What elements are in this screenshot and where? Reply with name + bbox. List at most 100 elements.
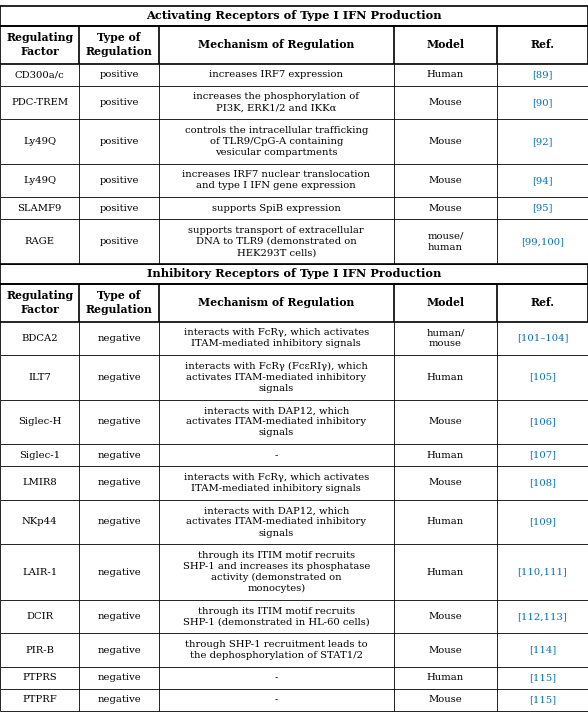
Bar [0, 264, 588, 284]
Text: [94]: [94] [532, 176, 553, 185]
Text: supports SpiB expression: supports SpiB expression [212, 204, 341, 213]
Text: Type of
Regulation: Type of Regulation [86, 32, 152, 57]
Bar [0, 284, 588, 321]
Bar [0, 600, 588, 633]
Bar [0, 355, 588, 399]
Text: negative: negative [97, 518, 141, 526]
Text: Ref.: Ref. [530, 39, 554, 50]
Text: [89]: [89] [532, 70, 553, 80]
Text: Human: Human [427, 518, 464, 526]
Bar [0, 163, 588, 197]
Text: Siglec-H: Siglec-H [18, 417, 61, 427]
Text: positive: positive [99, 137, 139, 146]
Text: [115]: [115] [529, 695, 556, 705]
Text: through its ITIM motif recruits
SHP-1 (demonstrated in HL-60 cells): through its ITIM motif recruits SHP-1 (d… [183, 607, 370, 627]
Text: [90]: [90] [532, 98, 553, 107]
Text: Mechanism of Regulation: Mechanism of Regulation [198, 39, 355, 50]
Bar [0, 444, 588, 466]
Text: [106]: [106] [529, 417, 556, 427]
Text: positive: positive [99, 70, 139, 80]
Bar [0, 466, 588, 500]
Bar [0, 689, 588, 711]
Text: Regulating
Factor: Regulating Factor [6, 290, 74, 315]
Text: negative: negative [97, 568, 141, 576]
Text: LAIR-1: LAIR-1 [22, 568, 57, 576]
Text: Mouse: Mouse [429, 204, 462, 213]
Bar [0, 6, 588, 26]
Text: negative: negative [97, 451, 141, 460]
Text: Ref.: Ref. [530, 297, 554, 308]
Bar [0, 197, 588, 219]
Text: positive: positive [99, 237, 139, 246]
Text: [107]: [107] [529, 451, 556, 460]
Text: mouse/
human: mouse/ human [427, 232, 463, 252]
Bar [0, 500, 588, 544]
Text: positive: positive [99, 204, 139, 213]
Text: Regulating
Factor: Regulating Factor [6, 32, 74, 57]
Text: Mouse: Mouse [429, 417, 462, 427]
Text: Model: Model [426, 297, 465, 308]
Text: Mouse: Mouse [429, 645, 462, 655]
Text: NKp44: NKp44 [22, 518, 58, 526]
Text: negative: negative [97, 478, 141, 488]
Bar [0, 633, 588, 667]
Text: [92]: [92] [532, 137, 553, 146]
Text: PIR-B: PIR-B [25, 645, 54, 655]
Text: -: - [275, 695, 278, 705]
Text: Human: Human [427, 568, 464, 576]
Text: increases IRF7 expression: increases IRF7 expression [209, 70, 343, 80]
Text: Activating Receptors of Type I IFN Production: Activating Receptors of Type I IFN Produ… [146, 11, 442, 22]
Text: PDC-TREM: PDC-TREM [11, 98, 68, 107]
Text: DCIR: DCIR [26, 612, 54, 622]
Text: Mouse: Mouse [429, 176, 462, 185]
Text: interacts with DAP12, which
activates ITAM-mediated inhibitory
signals: interacts with DAP12, which activates IT… [186, 407, 366, 437]
Text: increases IRF7 nuclear translocation
and type I IFN gene expression: increases IRF7 nuclear translocation and… [182, 171, 370, 191]
Text: Mouse: Mouse [429, 137, 462, 146]
Text: SLAMF9: SLAMF9 [18, 204, 62, 213]
Text: through its ITIM motif recruits
SHP-1 and increases its phosphatase
activity (de: through its ITIM motif recruits SHP-1 an… [183, 551, 370, 594]
Text: -: - [275, 451, 278, 460]
Text: [101–104]: [101–104] [517, 333, 568, 343]
Text: [110,111]: [110,111] [517, 568, 567, 576]
Text: positive: positive [99, 98, 139, 107]
Text: Mechanism of Regulation: Mechanism of Regulation [198, 297, 355, 308]
Text: [109]: [109] [529, 518, 556, 526]
Text: Inhibitory Receptors of Type I IFN Production: Inhibitory Receptors of Type I IFN Produ… [147, 268, 441, 279]
Bar [0, 399, 588, 444]
Text: controls the intracellular trafficking
of TLR9/CpG-A containing
vesicular compar: controls the intracellular trafficking o… [185, 126, 368, 157]
Text: BDCA2: BDCA2 [21, 333, 58, 343]
Text: supports transport of extracellular
DNA to TLR9 (demonstrated on
HEK293T cells): supports transport of extracellular DNA … [189, 226, 364, 257]
Text: positive: positive [99, 176, 139, 185]
Text: [114]: [114] [529, 645, 556, 655]
Text: RAGE: RAGE [25, 237, 55, 246]
Text: human/
mouse: human/ mouse [426, 328, 465, 348]
Bar [0, 86, 588, 119]
Text: negative: negative [97, 645, 141, 655]
Text: negative: negative [97, 417, 141, 427]
Text: negative: negative [97, 612, 141, 622]
Text: [105]: [105] [529, 373, 556, 381]
Bar [0, 544, 588, 600]
Bar [0, 219, 588, 264]
Text: ILT7: ILT7 [28, 373, 51, 381]
Text: Ly49Q: Ly49Q [23, 137, 56, 146]
Text: Mouse: Mouse [429, 612, 462, 622]
Text: Model: Model [426, 39, 465, 50]
Text: Mouse: Mouse [429, 98, 462, 107]
Text: interacts with FcRγ, which activates
ITAM-mediated inhibitory signals: interacts with FcRγ, which activates ITA… [183, 473, 369, 493]
Text: negative: negative [97, 333, 141, 343]
Text: Ly49Q: Ly49Q [23, 176, 56, 185]
Text: interacts with DAP12, which
activates ITAM-mediated inhibitory
signals: interacts with DAP12, which activates IT… [186, 506, 366, 538]
Text: Type of
Regulation: Type of Regulation [86, 290, 152, 315]
Text: interacts with FcRγ, which activates
ITAM-mediated inhibitory signals: interacts with FcRγ, which activates ITA… [183, 328, 369, 348]
Bar [0, 119, 588, 163]
Bar [0, 26, 588, 64]
Text: PTPRF: PTPRF [22, 695, 57, 705]
Text: through SHP-1 recruitment leads to
the dephosphorylation of STAT1/2: through SHP-1 recruitment leads to the d… [185, 640, 368, 660]
Text: [112,113]: [112,113] [517, 612, 567, 622]
Text: Human: Human [427, 70, 464, 80]
Bar [0, 667, 588, 689]
Text: Mouse: Mouse [429, 478, 462, 488]
Bar [0, 321, 588, 355]
Text: Mouse: Mouse [429, 695, 462, 705]
